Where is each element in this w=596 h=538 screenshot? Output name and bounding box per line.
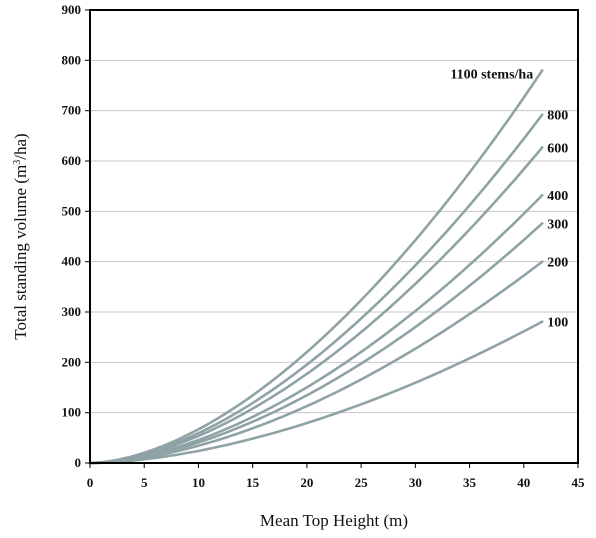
y-tick-label: 900 [62,2,82,17]
y-axis-title: Total standing volume (m3/ha) [11,133,30,339]
x-tick-label: 30 [409,475,422,490]
x-tick-label: 35 [463,475,477,490]
y-axis-title-main: Total standing volume (m [11,165,30,340]
series-label: 200 [547,256,568,271]
series-line [88,320,544,465]
x-tick-label: 5 [141,475,148,490]
series-layer [88,69,544,465]
label-layer: 1100 stems/ha 800 600 400 300 200 100 [450,67,568,330]
y-tick-label: 200 [62,354,82,369]
y-tick-label: 100 [62,405,82,420]
series-label: 600 [547,141,568,156]
tick-layer: 0 100 200 300 400 500 600 700 800 900 0 5 10 15 20 25 30… [62,2,586,490]
x-tick-label: 0 [87,475,94,490]
y-tick-label: 400 [62,254,82,269]
x-tick-label: 20 [300,475,313,490]
series-label: 400 [547,189,568,204]
y-axis-title-tail: /ha) [11,133,30,159]
series-label: 300 [547,217,568,232]
grid-layer [90,59,578,414]
series-line [88,113,544,465]
x-tick-label: 25 [355,475,369,490]
series-line [88,222,544,465]
x-axis-title: Mean Top Height (m) [260,511,408,530]
x-tick-label: 15 [246,475,260,490]
series-line [88,193,544,465]
y-axis-title-superscript: 3 [12,160,23,165]
series-label: 100 [547,316,568,331]
y-tick-label: 500 [62,203,82,218]
series-line [88,146,544,465]
y-tick-label: 0 [75,455,82,470]
series-label: 800 [547,109,568,124]
series-label: 1100 stems/ha [450,67,533,82]
x-tick-label: 40 [517,475,530,490]
y-tick-label: 600 [62,153,82,168]
x-tick-label: 45 [572,475,586,490]
plot-frame [89,9,579,464]
x-tick-label: 10 [192,475,205,490]
y-tick-label: 800 [62,52,82,67]
series-line [88,69,544,465]
series-line [88,260,544,465]
y-tick-label: 300 [62,304,82,319]
y-tick-label: 700 [62,103,82,118]
